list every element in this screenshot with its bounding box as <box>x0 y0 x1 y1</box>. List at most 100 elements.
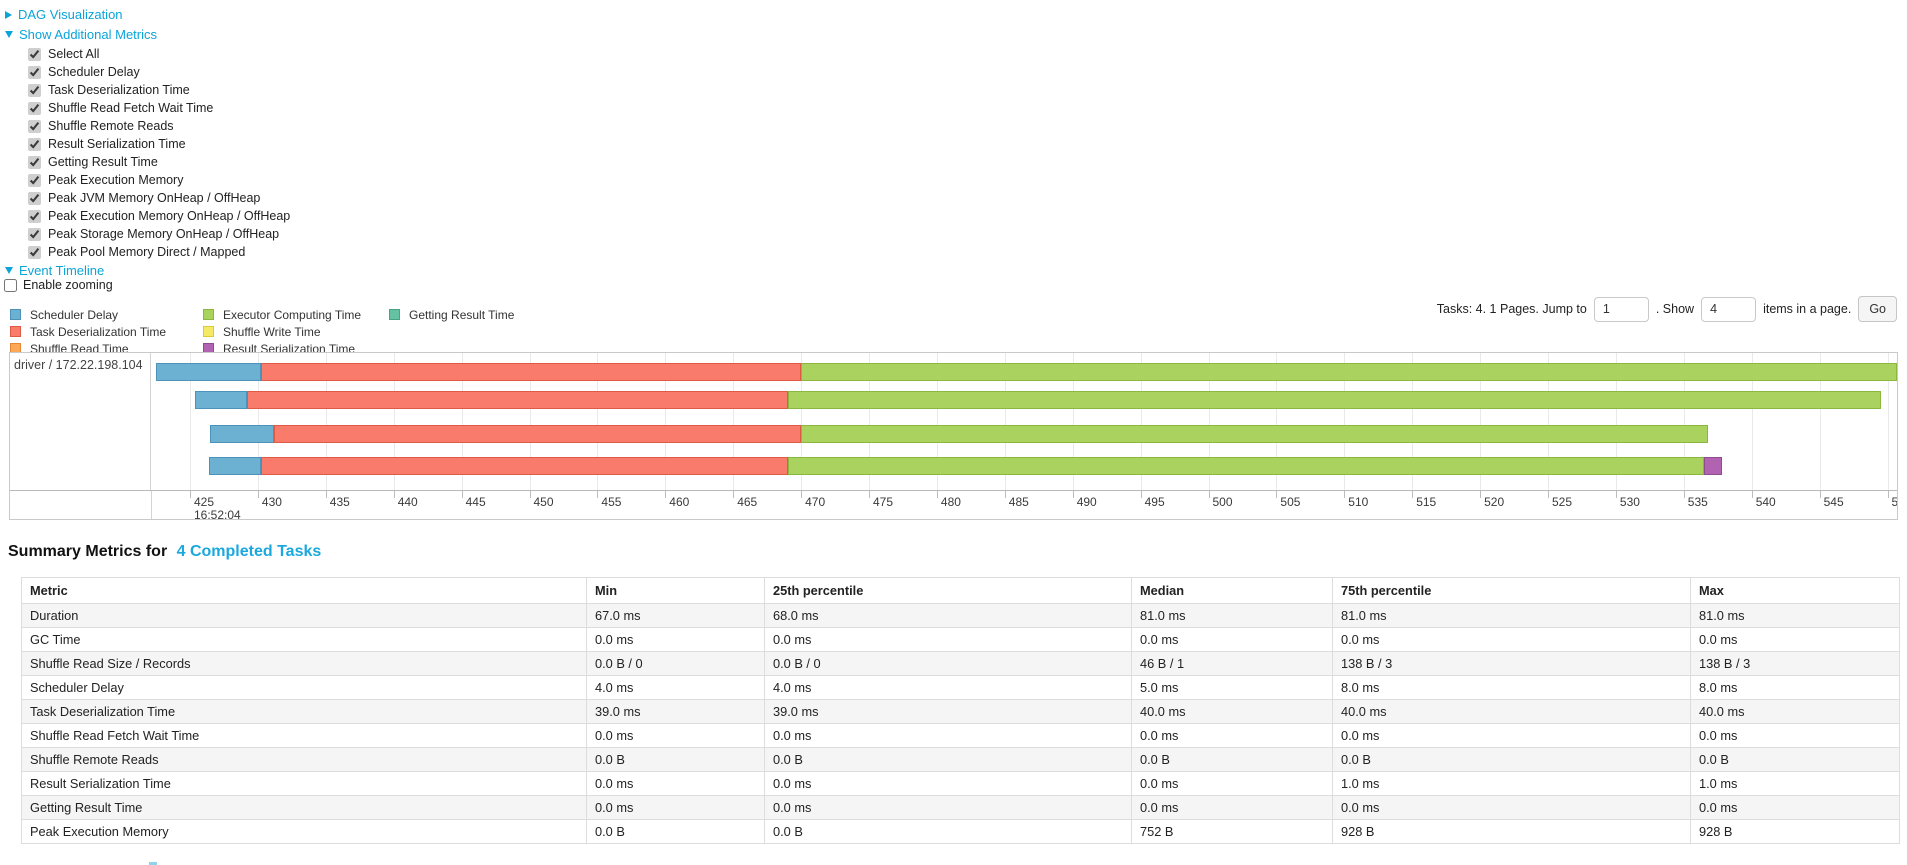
items-per-page-text: items in a page. <box>1763 302 1852 316</box>
axis-tick <box>461 491 463 498</box>
axis-tick <box>529 491 531 498</box>
gridline <box>1140 353 1142 490</box>
task-bar-scheduler-delay-segment[interactable] <box>210 425 275 443</box>
event-timeline-toggle[interactable]: Event Timeline <box>5 263 104 278</box>
metric-value-cell: 81.0 ms <box>1332 603 1691 628</box>
metric-value-cell: 46 B / 1 <box>1131 651 1333 676</box>
legend-item: Executor Computing Time <box>203 306 361 323</box>
dag-visualization-toggle[interactable]: DAG Visualization <box>5 7 123 22</box>
show-text: . Show <box>1655 302 1695 316</box>
axis-tick <box>1887 491 1889 498</box>
metric-value-cell: 138 B / 3 <box>1332 651 1691 676</box>
metric-checkbox-item[interactable]: Result Serialization Time <box>28 135 290 153</box>
chevron-down-icon <box>5 267 13 274</box>
items-per-page-input[interactable] <box>1701 296 1757 322</box>
task-bar-scheduler-delay-segment[interactable] <box>209 457 261 475</box>
task-bar-task-deserialization-segment[interactable] <box>247 391 788 409</box>
task-bar-scheduler-delay-segment[interactable] <box>195 391 248 409</box>
getting-result-swatch-icon <box>389 309 400 320</box>
metric-checkbox-label: Getting Result Time <box>48 155 158 169</box>
completed-tasks-link[interactable]: 4 Completed Tasks <box>176 543 322 560</box>
metric-value-cell: 0.0 ms <box>1131 627 1333 652</box>
metric-checkbox[interactable] <box>28 245 41 259</box>
legend-column: Scheduler Delay Task Deserialization Time… <box>10 306 166 357</box>
enable-zooming-option[interactable]: Enable zooming <box>4 278 113 292</box>
metric-checkbox[interactable] <box>28 227 41 241</box>
task-bar-result-serialization-segment[interactable] <box>1704 457 1722 475</box>
metric-value-cell: 39.0 ms <box>586 699 765 724</box>
metric-checkbox-label: Task Deserialization Time <box>48 83 190 97</box>
task-bar-scheduler-delay-segment[interactable] <box>156 363 261 381</box>
metric-checkbox-label: Peak JVM Memory OnHeap / OffHeap <box>48 191 261 205</box>
metric-value-cell: 0.0 B <box>586 747 765 772</box>
task-bar-executor-computing-segment[interactable] <box>787 391 1881 409</box>
metric-checkbox-item[interactable]: Shuffle Remote Reads <box>28 117 290 135</box>
metric-checkbox[interactable] <box>28 209 41 223</box>
show-additional-metrics-toggle[interactable]: Show Additional Metrics <box>5 27 157 42</box>
metric-checkbox-item[interactable]: Select All <box>28 45 290 63</box>
axis-tick-label: 490 <box>1076 495 1097 509</box>
axis-tick-label: 545 <box>1823 495 1844 509</box>
legend-label: Shuffle Write Time <box>223 324 321 339</box>
metric-checkbox-item[interactable]: Scheduler Delay <box>28 63 290 81</box>
gridline <box>393 353 395 490</box>
metric-checkbox-item[interactable]: Peak Storage Memory OnHeap / OffHeap <box>28 225 290 243</box>
enable-zooming-checkbox[interactable] <box>4 278 17 292</box>
metric-checkbox[interactable] <box>28 173 41 187</box>
metric-checkbox[interactable] <box>28 191 41 205</box>
task-pagination: Tasks: 4. 1 Pages. Jump to . Show items … <box>1437 296 1897 322</box>
task-bar-task-deserialization-segment[interactable] <box>260 363 802 381</box>
axis-tick <box>325 491 327 498</box>
axis-tick-label: 500 <box>1212 495 1233 509</box>
enable-zooming-label: Enable zooming <box>23 278 113 292</box>
metric-checkbox[interactable] <box>28 65 41 79</box>
metric-value-cell: 0.0 B <box>586 819 765 844</box>
metric-checkbox-item[interactable]: Getting Result Time <box>28 153 290 171</box>
metric-checkbox-item[interactable]: Shuffle Read Fetch Wait Time <box>28 99 290 117</box>
metric-checkbox-item[interactable]: Peak Execution Memory OnHeap / OffHeap <box>28 207 290 225</box>
task-bar-task-deserialization-segment[interactable] <box>260 457 788 475</box>
axis-tick-label: 485 <box>1008 495 1029 509</box>
metric-checkbox[interactable] <box>28 137 41 151</box>
gridline <box>733 353 735 490</box>
metric-value-cell: 40.0 ms <box>1332 699 1691 724</box>
axis-tick <box>1344 491 1346 498</box>
task-bar-task-deserialization-segment[interactable] <box>274 425 802 443</box>
axis-tick <box>257 491 259 498</box>
jump-to-page-input[interactable] <box>1593 296 1649 322</box>
axis-tick <box>1751 491 1753 498</box>
metric-checkbox[interactable] <box>28 155 41 169</box>
axis-tick-label: 465 <box>737 495 758 509</box>
axis-tick-label: 525 <box>1552 495 1573 509</box>
timeline-plot-area[interactable] <box>151 353 1897 490</box>
task-bar-executor-computing-segment[interactable] <box>801 425 1709 443</box>
axis-tick <box>936 491 938 498</box>
metric-value-cell: 928 B <box>1332 819 1691 844</box>
go-button[interactable]: Go <box>1858 296 1897 322</box>
metric-value-cell: 0.0 B <box>1332 747 1691 772</box>
metric-checkbox[interactable] <box>28 47 41 61</box>
task-deserialization-swatch-icon <box>10 326 21 337</box>
task-bar-executor-computing-segment[interactable] <box>801 363 1897 381</box>
metric-name-cell: GC Time <box>21 627 587 652</box>
legend-item: Shuffle Write Time <box>203 323 361 340</box>
metric-value-cell: 0.0 ms <box>586 723 765 748</box>
task-bar-executor-computing-segment[interactable] <box>787 457 1705 475</box>
legend-label: Task Deserialization Time <box>30 324 167 339</box>
metric-checkbox-label: Shuffle Remote Reads <box>48 119 174 133</box>
metric-value-cell: 0.0 B <box>1131 747 1333 772</box>
executor-computing-swatch-icon <box>203 309 214 320</box>
axis-tick-label: 445 <box>465 495 486 509</box>
metric-checkbox-item[interactable]: Peak JVM Memory OnHeap / OffHeap <box>28 189 290 207</box>
metric-value-cell: 928 B <box>1690 819 1900 844</box>
additional-metrics-list: Select All Scheduler Delay Task Deserializ… <box>28 45 290 261</box>
metric-checkbox-item[interactable]: Task Deserialization Time <box>28 81 290 99</box>
metric-checkbox-item[interactable]: Peak Execution Memory <box>28 171 290 189</box>
metric-checkbox[interactable] <box>28 101 41 115</box>
metric-checkbox[interactable] <box>28 119 41 133</box>
metric-checkbox[interactable] <box>28 83 41 97</box>
axis-tick-label: 480 <box>940 495 961 509</box>
metric-checkbox-item[interactable]: Peak Pool Memory Direct / Mapped <box>28 243 290 261</box>
axis-tick <box>1548 491 1549 498</box>
metric-name-cell: Shuffle Read Fetch Wait Time <box>21 723 587 748</box>
